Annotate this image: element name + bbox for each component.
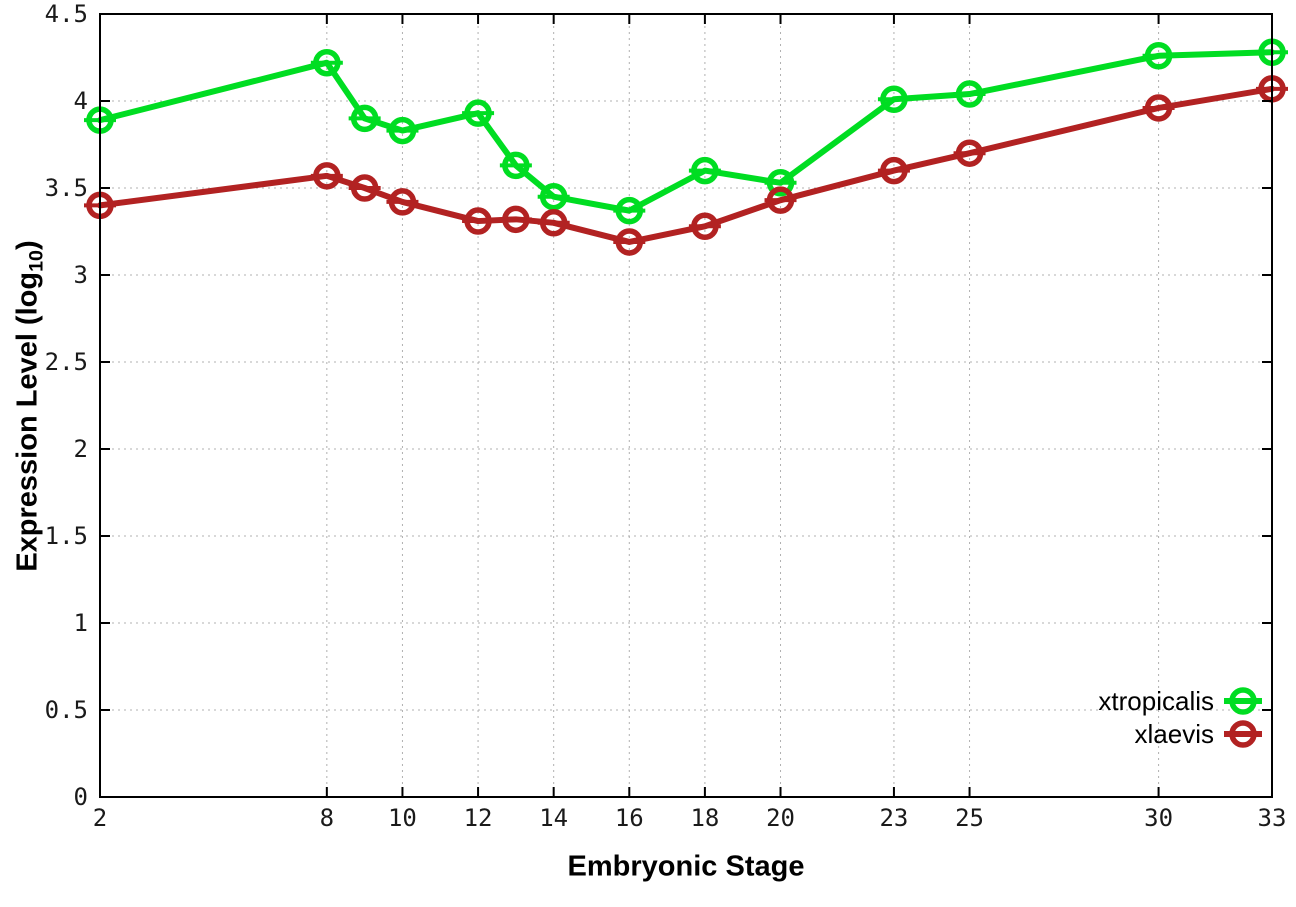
x-tick-label: 30: [1144, 804, 1173, 832]
data-point-marker: [464, 207, 492, 235]
legend-entry-xlaevis: xlaevis: [1135, 719, 1262, 749]
data-point-marker: [880, 85, 908, 114]
y-axis-title-text: Expression Level (log: [11, 271, 44, 572]
data-point-marker: [691, 212, 719, 241]
y-axis-title-suffix: ): [11, 240, 44, 250]
axes-layer: [99, 13, 1273, 798]
data-point-marker: [502, 205, 530, 234]
data-point-marker: [539, 209, 568, 237]
data-point-marker: [502, 151, 530, 180]
y-tick-label: 3.5: [45, 174, 88, 202]
y-tick-label: 3: [74, 261, 88, 289]
x-tick-label: 2: [93, 804, 107, 832]
data-point-marker: [615, 228, 644, 256]
x-tick-label: 20: [766, 804, 795, 832]
x-tick-label: 18: [690, 804, 719, 832]
y-tick-label: 2.5: [45, 348, 88, 376]
data-point-marker: [766, 186, 795, 214]
plot-border: [99, 13, 1273, 798]
series-xlaevis: [84, 75, 1288, 256]
series-layer: [84, 38, 1288, 256]
legend-label-xlaevis: xlaevis: [1135, 719, 1214, 749]
y-tick-label: 1: [74, 609, 88, 637]
data-point-marker: [880, 156, 908, 185]
series-xtropicalis: [84, 38, 1288, 225]
grid-lines: [100, 14, 1272, 797]
y-tick-label: 0: [74, 783, 88, 811]
data-point-marker: [691, 156, 719, 185]
y-axis-title: Expression Level (log10): [12, 240, 49, 571]
legend-sample-marker: [1229, 687, 1257, 715]
legend-sample-marker: [1229, 720, 1257, 748]
y-tick-label: 0.5: [45, 696, 88, 724]
x-tick-label: 10: [388, 804, 417, 832]
x-axis-title: Embryonic Stage: [567, 850, 805, 883]
y-tick-label: 2: [74, 435, 88, 463]
x-tick-label: 12: [464, 804, 493, 832]
y-tick-label: 1.5: [45, 522, 88, 550]
x-tick-label: 16: [615, 804, 644, 832]
data-point-marker: [1144, 94, 1173, 122]
tick-labels: 2 8 10 12 14 16 18 20 23 25 30 33 0 0.5 1 1.5 2 2.5 3 3.5 4 4…: [45, 0, 1287, 832]
data-point-marker: [313, 162, 341, 190]
x-tick-label: 33: [1258, 804, 1287, 832]
x-tick-label: 8: [320, 804, 334, 832]
data-point-marker: [955, 139, 984, 167]
y-tick-label: 4: [74, 87, 88, 115]
data-point-marker: [766, 169, 795, 197]
legend-entry-xtropicalis: xtropicalis: [1098, 686, 1262, 716]
data-point-marker: [464, 99, 492, 127]
data-point-marker: [615, 196, 644, 225]
data-point-marker: [955, 80, 984, 108]
data-point-marker: [388, 116, 417, 145]
data-point-marker: [1144, 42, 1173, 70]
data-point-marker: [388, 188, 417, 216]
x-tick-label: 25: [955, 804, 984, 832]
legend-label-xtropicalis: xtropicalis: [1098, 686, 1214, 716]
x-tick-label: 14: [539, 804, 568, 832]
x-tick-label: 23: [879, 804, 908, 832]
series-line-xtropicalis: [97, 49, 1275, 214]
y-tick-label: 4.5: [45, 0, 88, 28]
data-point-marker: [313, 48, 341, 77]
y-axis-title-subscript: 10: [25, 249, 48, 272]
series-line-xlaevis: [97, 85, 1275, 245]
data-point-marker: [539, 182, 568, 211]
data-point-marker: [350, 174, 379, 202]
data-point-marker: [350, 104, 379, 133]
